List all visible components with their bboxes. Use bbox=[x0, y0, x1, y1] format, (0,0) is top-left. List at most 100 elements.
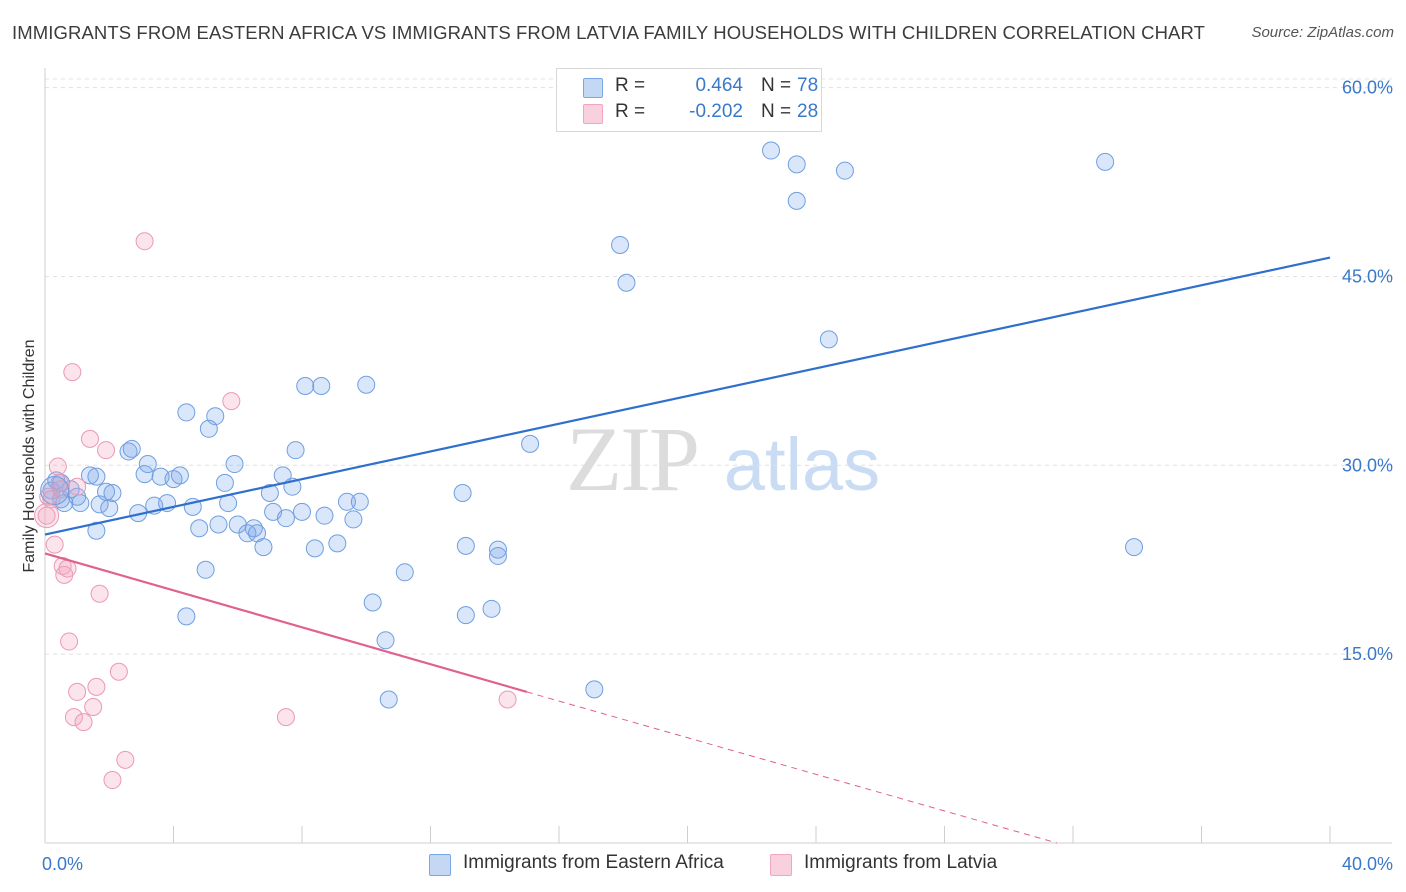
point-latvia bbox=[37, 506, 56, 525]
point-latvia bbox=[68, 682, 87, 701]
point-eastern-africa bbox=[585, 680, 604, 699]
y-tick-label: 60.0% bbox=[1342, 78, 1393, 98]
correlation-legend: R = 0.464 N = 78 R = -0.202 N = 28 bbox=[556, 68, 822, 132]
point-eastern-africa bbox=[196, 560, 215, 579]
point-eastern-africa bbox=[315, 506, 334, 525]
point-latvia bbox=[60, 632, 79, 651]
point-eastern-africa bbox=[177, 607, 196, 626]
watermark-atlas: atlas bbox=[724, 423, 880, 506]
point-eastern-africa bbox=[305, 539, 324, 558]
x-tick-label: 40.0% bbox=[1342, 854, 1393, 874]
chart-title: IMMIGRANTS FROM EASTERN AFRICA VS IMMIGR… bbox=[12, 22, 1206, 43]
point-latvia bbox=[80, 429, 99, 448]
watermark-zip: ZIP bbox=[566, 408, 698, 510]
point-eastern-africa bbox=[119, 442, 138, 461]
point-eastern-africa bbox=[138, 455, 157, 474]
legend-n-label: N = bbox=[761, 75, 792, 96]
point-eastern-africa bbox=[276, 509, 295, 528]
trend-line-latvia bbox=[44, 552, 528, 693]
point-eastern-africa bbox=[521, 434, 540, 453]
axes bbox=[44, 68, 1392, 844]
point-eastern-africa bbox=[103, 483, 122, 502]
point-eastern-africa bbox=[80, 466, 99, 485]
point-eastern-africa bbox=[456, 606, 475, 625]
point-eastern-africa bbox=[357, 375, 376, 394]
legend-n-label: N = bbox=[761, 101, 792, 122]
point-latvia bbox=[90, 584, 109, 603]
point-eastern-africa bbox=[312, 376, 331, 395]
point-eastern-africa bbox=[379, 690, 398, 709]
watermark: ZIP atlas bbox=[566, 408, 880, 510]
legend-r-value: -0.202 bbox=[689, 101, 743, 122]
legend-r-label: R = bbox=[615, 75, 646, 96]
point-eastern-africa bbox=[376, 631, 395, 650]
legend-n-value: 28 bbox=[797, 101, 819, 122]
bottom-legend-swatch-pink bbox=[770, 854, 792, 876]
legend-swatch-pink bbox=[583, 104, 603, 124]
trend-lines bbox=[44, 256, 1331, 844]
point-latvia bbox=[109, 662, 128, 681]
point-eastern-africa bbox=[209, 515, 228, 534]
point-eastern-africa bbox=[787, 155, 806, 174]
source-credit: Source: ZipAtlas.com bbox=[1251, 24, 1394, 41]
point-eastern-africa bbox=[350, 492, 369, 511]
bottom-legend-swatch-blue bbox=[429, 854, 451, 876]
point-eastern-africa bbox=[293, 502, 311, 521]
point-eastern-africa bbox=[87, 467, 106, 486]
grid-lines bbox=[45, 78, 1392, 655]
trend-line-eastern-africa bbox=[44, 256, 1331, 536]
point-eastern-africa bbox=[488, 546, 507, 565]
legend-swatch-blue bbox=[583, 78, 603, 98]
point-eastern-africa bbox=[488, 540, 507, 559]
point-latvia bbox=[97, 441, 116, 460]
point-eastern-africa bbox=[135, 465, 154, 484]
y-tick-label: 45.0% bbox=[1342, 266, 1393, 286]
legend-r-label: R = bbox=[615, 101, 646, 122]
point-latvia bbox=[103, 771, 122, 790]
point-eastern-africa bbox=[344, 510, 363, 529]
point-eastern-africa bbox=[122, 439, 141, 458]
point-latvia bbox=[45, 535, 64, 554]
point-eastern-africa bbox=[296, 376, 315, 395]
point-eastern-africa bbox=[1125, 538, 1144, 557]
point-eastern-africa bbox=[87, 521, 106, 540]
point-latvia bbox=[68, 477, 87, 496]
point-latvia bbox=[50, 473, 69, 492]
point-eastern-africa bbox=[1096, 152, 1115, 171]
point-latvia bbox=[116, 750, 135, 769]
bottom-legend-label: Immigrants from Latvia bbox=[804, 852, 998, 873]
point-eastern-africa bbox=[482, 599, 501, 618]
point-eastern-africa bbox=[363, 593, 382, 612]
point-latvia bbox=[87, 677, 106, 696]
point-eastern-africa bbox=[177, 403, 196, 422]
point-eastern-africa bbox=[337, 492, 356, 511]
point-eastern-africa bbox=[225, 455, 244, 474]
point-eastern-africa bbox=[254, 538, 273, 557]
tick-labels: 15.0% 30.0% 45.0% 60.0% 0.0% 40.0% bbox=[42, 78, 1393, 874]
point-latvia bbox=[276, 708, 295, 727]
point-eastern-africa bbox=[395, 563, 414, 582]
point-eastern-africa bbox=[260, 483, 279, 502]
point-eastern-africa bbox=[762, 141, 781, 160]
point-eastern-africa bbox=[611, 235, 630, 254]
point-eastern-africa bbox=[456, 536, 475, 555]
legend-r-value: 0.464 bbox=[695, 75, 743, 96]
point-eastern-africa bbox=[328, 534, 347, 553]
y-axis-label: Family Households with Children bbox=[21, 339, 38, 573]
point-latvia bbox=[48, 457, 67, 476]
x-tick-label: 0.0% bbox=[42, 854, 83, 874]
data-points bbox=[34, 141, 1144, 790]
point-eastern-africa bbox=[215, 473, 234, 492]
point-latvia bbox=[63, 363, 82, 382]
y-tick-label: 15.0% bbox=[1342, 644, 1393, 664]
point-eastern-africa bbox=[71, 494, 90, 513]
y-tick-label: 30.0% bbox=[1342, 455, 1393, 475]
point-eastern-africa bbox=[40, 475, 70, 505]
trend-line-latvia-extrapolated bbox=[526, 691, 1058, 844]
point-eastern-africa bbox=[206, 407, 225, 426]
point-eastern-africa bbox=[835, 161, 854, 180]
point-latvia bbox=[74, 713, 93, 732]
point-eastern-africa bbox=[286, 441, 305, 460]
point-eastern-africa bbox=[244, 519, 263, 538]
